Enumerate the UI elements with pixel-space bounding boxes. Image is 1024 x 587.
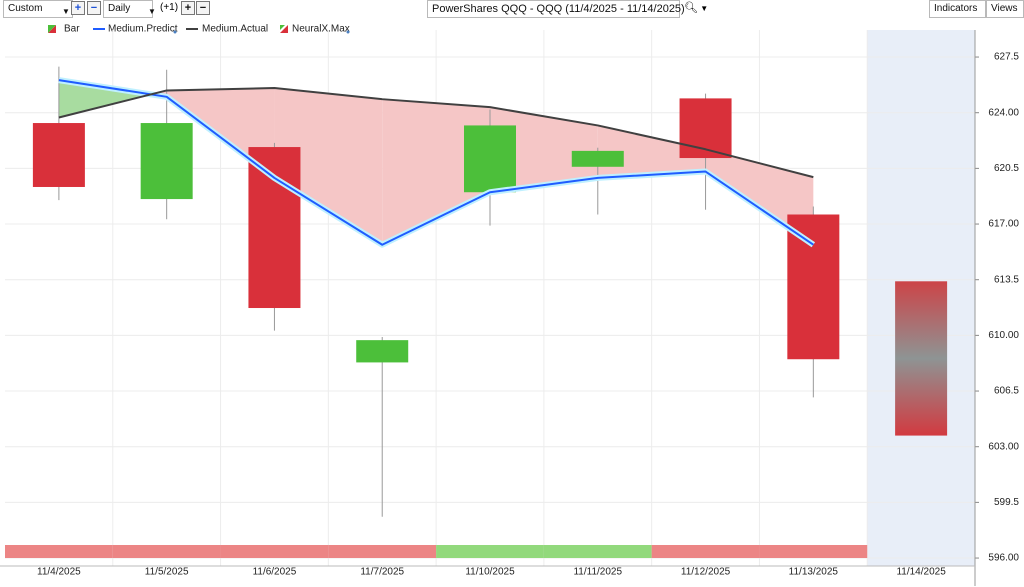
legend-label: Medium.Actual <box>202 24 268 35</box>
x-tick-label: 11/10/2025 <box>465 567 515 578</box>
y-tick-label: 610.00 <box>988 330 1019 341</box>
legend-label: NeuralX.Max <box>292 24 350 35</box>
zoom-out[interactable]: − <box>87 1 101 15</box>
signal-strip <box>759 545 868 558</box>
y-tick-label: 606.5 <box>994 386 1019 397</box>
candle-body <box>464 125 516 193</box>
difference-area <box>597 125 706 178</box>
x-tick-label: 11/5/2025 <box>145 567 189 578</box>
period-select[interactable]: Custom ▼ <box>3 0 73 18</box>
y-tick-label: 627.5 <box>994 52 1019 63</box>
y-tick-label: 613.5 <box>994 274 1019 285</box>
difference-area <box>705 149 814 245</box>
difference-area <box>490 107 598 193</box>
period-text: Custom <box>8 3 43 14</box>
x-tick-label: 11/12/2025 <box>681 567 731 578</box>
candle-body <box>787 214 840 360</box>
views-button[interactable]: Views <box>986 0 1024 18</box>
interval-select[interactable]: Daily ▼ <box>103 0 156 18</box>
interval-text: Daily <box>108 3 131 14</box>
candle-body <box>571 150 624 167</box>
series-line <box>58 87 814 179</box>
x-tick-label: 11/4/2025 <box>37 567 81 578</box>
difference-area <box>274 88 383 245</box>
dropdown-arrow: ▼ <box>148 7 156 16</box>
legend: Bar Medium.Predict Medium.Actual NeuralX… <box>48 24 350 35</box>
legend-icon <box>48 25 56 33</box>
y-tick-label: 599.5 <box>994 497 1019 508</box>
y-tick-label: 624.00 <box>988 107 1019 118</box>
candle-body <box>248 147 301 309</box>
views-text: Views <box>991 3 1018 14</box>
candle-body <box>32 123 85 187</box>
offset-plus[interactable]: + <box>181 1 195 15</box>
forecast-range <box>895 281 948 436</box>
x-tick-label: 11/13/2025 <box>789 567 839 578</box>
legend-label: Bar <box>64 24 80 35</box>
x-tick-label: 11/7/2025 <box>360 567 404 578</box>
signal-strip <box>543 545 652 558</box>
legend-dot <box>173 30 177 34</box>
indicators-button[interactable]: Indicators <box>929 0 986 18</box>
candle-body <box>140 123 193 200</box>
difference-area <box>58 80 151 118</box>
symbol-title: PowerShares QQQ - QQQ (11/4/2025 - 11/14… <box>432 3 685 15</box>
search-icon[interactable]: 🔍︎ ▼ <box>684 2 709 14</box>
legend-icon <box>280 25 285 30</box>
legend-dot <box>346 30 350 34</box>
signal-strip <box>436 545 544 558</box>
offset-minus[interactable]: − <box>196 1 210 15</box>
y-tick-label: 620.5 <box>994 163 1019 174</box>
legend-label: Medium.Predict <box>108 24 178 35</box>
signal-strip <box>5 545 113 558</box>
dropdown-arrow: ▼ <box>62 7 70 16</box>
y-tick-label: 603.00 <box>988 441 1019 452</box>
x-tick-label: 11/14/2025 <box>896 567 946 578</box>
x-tick-label: 11/6/2025 <box>253 567 297 578</box>
candle-body <box>356 340 409 363</box>
signal-strip <box>328 545 437 558</box>
legend-icon <box>280 25 288 33</box>
y-tick-label: 617.00 <box>988 219 1019 230</box>
indicators-text: Indicators <box>934 3 978 14</box>
difference-area <box>382 99 490 245</box>
candle-body <box>679 98 732 159</box>
y-tick-label: 596.00 <box>988 553 1019 564</box>
zoom-in[interactable]: + <box>71 1 85 15</box>
series-line <box>58 79 814 246</box>
signal-strip <box>651 545 760 558</box>
symbol-box[interactable]: PowerShares QQQ - QQQ (11/4/2025 - 11/14… <box>427 0 685 18</box>
signal-strip <box>220 545 329 558</box>
offset-label: (+1) <box>160 2 179 13</box>
signal-strip <box>112 545 221 558</box>
x-tick-label: 11/11/2025 <box>573 567 622 578</box>
